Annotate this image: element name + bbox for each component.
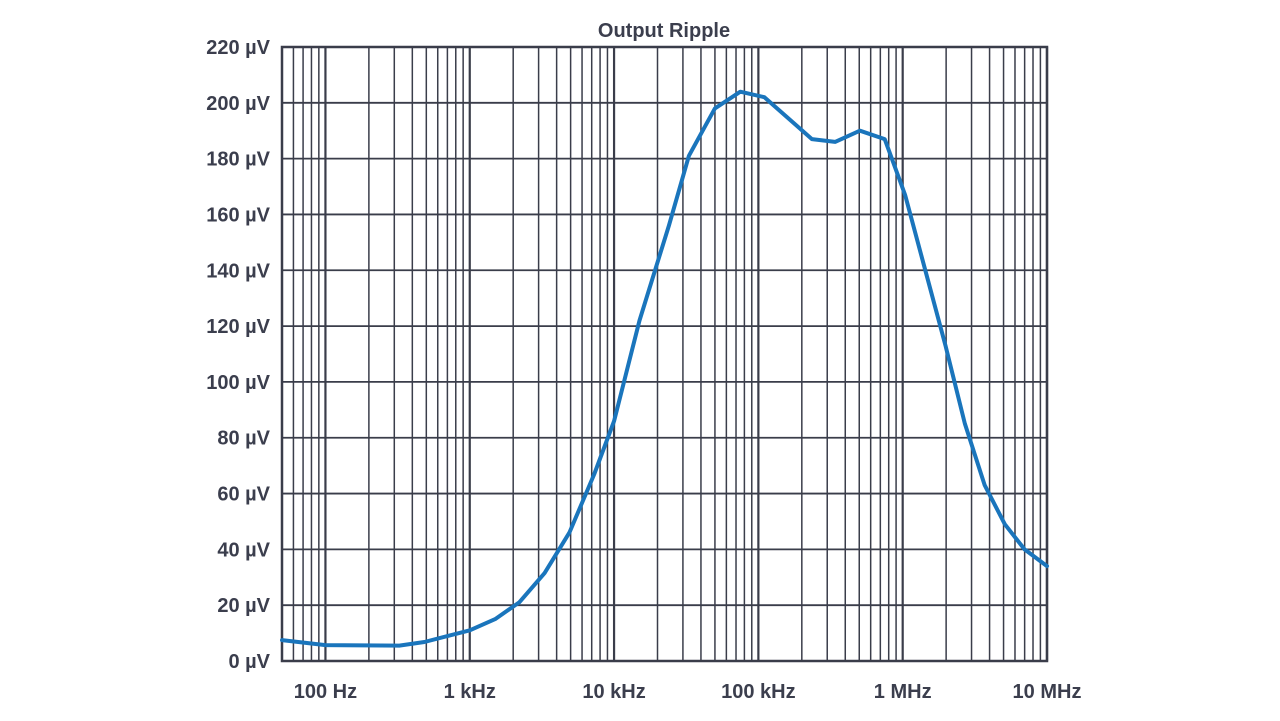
plot-border [280,45,1049,663]
x-axis-ticks: 100 Hz 1 kHz 10 kHz 100 kHz 1 MHz 10 MHz [294,681,1082,703]
y-tick-label: 140 µV [206,260,270,282]
y-tick-label: 100 µV [206,372,270,394]
y-axis-ticks: 0 µV 20 µV 40 µV 60 µV 80 µV 100 µV 120 µV 140 … [206,37,270,673]
series-layer [280,89,1049,648]
grid [280,45,1049,663]
y-tick-label: 60 µV [217,484,270,506]
chart-title: Output Ripple [598,20,730,42]
x-tick-label: 10 MHz [1013,681,1082,703]
y-tick-label: 200 µV [206,93,270,115]
y-tick-label: 80 µV [217,428,270,450]
x-tick-label: 1 MHz [874,681,932,703]
y-tick-label: 160 µV [206,204,270,226]
y-tick-label: 20 µV [217,595,270,617]
x-tick-label: 100 kHz [721,681,796,703]
x-tick-label: 10 kHz [582,681,645,703]
y-tick-label: 180 µV [206,149,270,171]
x-tick-label: 1 kHz [444,681,496,703]
x-tick-label: 100 Hz [294,681,357,703]
y-tick-label: 40 µV [217,539,270,561]
y-tick-label: 220 µV [206,37,270,59]
series-line [280,89,1049,648]
y-tick-label: 0 µV [228,651,270,673]
y-tick-label: 120 µV [206,316,270,338]
